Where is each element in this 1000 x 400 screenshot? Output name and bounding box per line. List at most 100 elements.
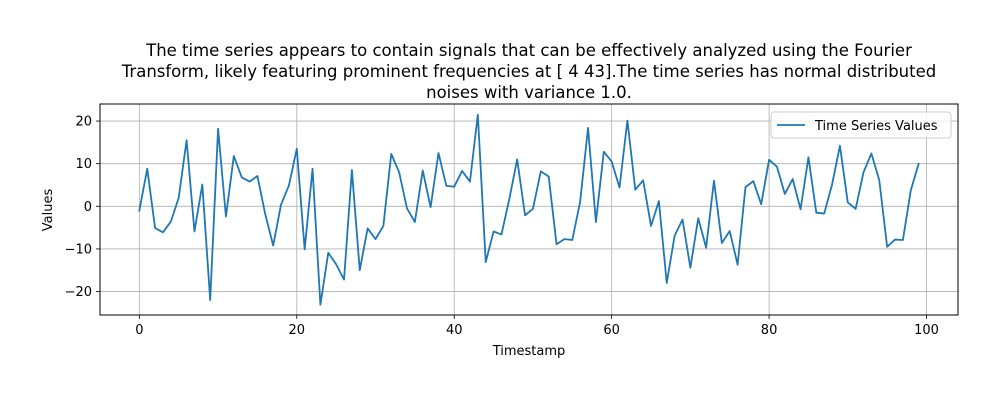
data-point xyxy=(611,161,613,163)
data-point xyxy=(910,190,912,192)
x-axis-label: Timestamp xyxy=(492,344,566,359)
data-point xyxy=(280,204,282,206)
data-point xyxy=(768,159,770,161)
x-tick-label: 60 xyxy=(603,323,620,338)
data-point xyxy=(815,212,817,214)
data-point xyxy=(516,159,518,161)
data-point xyxy=(587,127,589,129)
x-tick-label: 80 xyxy=(761,323,778,338)
data-point xyxy=(855,208,857,210)
data-point xyxy=(343,279,345,281)
data-point xyxy=(658,200,660,202)
data-point xyxy=(737,264,739,266)
data-point xyxy=(579,201,581,203)
data-point xyxy=(642,179,644,181)
series-lines xyxy=(138,113,920,306)
data-point xyxy=(863,171,865,173)
data-point xyxy=(902,239,904,241)
x-tick-label: 20 xyxy=(289,323,306,338)
data-point xyxy=(776,166,778,168)
data-point xyxy=(233,155,235,157)
y-axis-label: Values xyxy=(41,189,56,232)
data-point xyxy=(186,139,188,141)
legend: Time Series Values xyxy=(770,111,952,139)
data-point xyxy=(288,185,290,187)
data-point xyxy=(493,231,495,233)
data-point xyxy=(327,252,329,254)
data-point xyxy=(800,208,802,210)
data-point xyxy=(682,219,684,221)
data-point xyxy=(154,227,156,229)
data-point xyxy=(603,151,605,153)
data-point xyxy=(485,261,487,263)
data-point xyxy=(556,243,558,245)
legend-label-time-series: Time Series Values xyxy=(814,119,938,134)
data-point xyxy=(847,202,849,204)
data-point xyxy=(501,234,503,236)
data-point xyxy=(508,198,510,200)
data-point xyxy=(626,120,628,122)
y-tick-label: 0 xyxy=(84,200,92,215)
data-point xyxy=(808,156,810,158)
data-point xyxy=(689,267,691,269)
data-point xyxy=(304,248,306,250)
data-point xyxy=(894,239,896,241)
data-point xyxy=(674,235,676,237)
data-point xyxy=(359,269,361,271)
data-point xyxy=(595,221,597,223)
data-point xyxy=(194,231,196,233)
chart-title-line-3: noises with variance 1.0. xyxy=(426,83,632,102)
data-point xyxy=(705,247,707,249)
data-point xyxy=(249,181,251,183)
series-line-0 xyxy=(138,113,920,306)
data-point xyxy=(320,304,322,306)
data-point xyxy=(209,299,211,301)
data-point xyxy=(619,187,621,189)
data-point xyxy=(272,245,274,247)
data-point xyxy=(760,203,762,205)
data-point xyxy=(312,168,314,170)
data-point xyxy=(532,208,534,210)
data-point xyxy=(571,239,573,241)
chart-title-line-1: The time series appears to contain signa… xyxy=(145,41,912,60)
data-point xyxy=(524,214,526,216)
data-point xyxy=(146,168,148,170)
data-point xyxy=(713,180,715,182)
data-point xyxy=(201,184,203,186)
data-point xyxy=(138,210,140,212)
data-point xyxy=(162,231,164,233)
y-tick-label: 10 xyxy=(75,157,92,172)
data-point xyxy=(178,197,180,199)
data-point xyxy=(745,186,747,188)
data-point xyxy=(430,206,432,208)
data-point xyxy=(831,184,833,186)
data-point xyxy=(445,185,447,187)
axis-ticks: 0 20 40 60 80 100 −20 −10 0 10 20 xyxy=(65,115,939,338)
data-point xyxy=(697,217,699,219)
plot-area-frame xyxy=(99,103,959,316)
data-point xyxy=(382,225,384,227)
data-point xyxy=(225,216,227,218)
data-point xyxy=(390,153,392,155)
y-tick-label: 20 xyxy=(75,115,92,130)
data-point xyxy=(871,153,873,155)
data-point xyxy=(461,170,463,172)
x-tick-label: 0 xyxy=(135,323,143,338)
data-point xyxy=(839,145,841,147)
data-point xyxy=(886,246,888,248)
data-point xyxy=(422,170,424,172)
data-point xyxy=(170,221,172,223)
data-point xyxy=(414,221,416,223)
data-point xyxy=(217,128,219,130)
data-point xyxy=(823,213,825,215)
y-tick-label: −20 xyxy=(65,285,92,300)
data-point xyxy=(398,171,400,173)
x-tick-label: 40 xyxy=(446,323,463,338)
data-point xyxy=(564,238,566,240)
data-point xyxy=(375,238,377,240)
data-point xyxy=(540,170,542,172)
data-point xyxy=(918,163,920,165)
data-point xyxy=(264,214,266,216)
x-tick-label: 100 xyxy=(914,323,939,338)
